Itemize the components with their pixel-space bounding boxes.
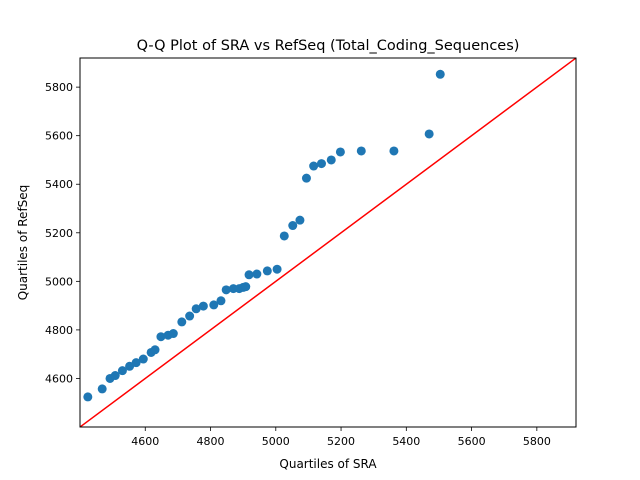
data-point bbox=[424, 129, 434, 139]
data-point bbox=[168, 329, 178, 339]
data-point bbox=[244, 270, 254, 280]
y-tick-label: 5600 bbox=[45, 130, 73, 143]
data-point bbox=[138, 354, 148, 364]
x-tick-label: 5200 bbox=[327, 435, 355, 448]
data-point bbox=[252, 269, 262, 279]
data-point bbox=[83, 392, 93, 402]
data-point bbox=[288, 221, 298, 231]
y-axis-label: Quartiles of RefSeq bbox=[16, 185, 30, 301]
data-point bbox=[335, 147, 345, 157]
reference-line bbox=[80, 58, 576, 427]
x-tick-label: 4600 bbox=[131, 435, 159, 448]
data-point bbox=[435, 69, 445, 79]
x-axis-label: Quartiles of SRA bbox=[279, 457, 377, 471]
data-point bbox=[209, 300, 219, 310]
data-point bbox=[309, 161, 319, 171]
x-tick-label: 5000 bbox=[262, 435, 290, 448]
y-tick-label: 5400 bbox=[45, 178, 73, 191]
data-point bbox=[279, 231, 289, 241]
data-point bbox=[262, 266, 272, 276]
x-tick-label: 5600 bbox=[458, 435, 486, 448]
data-point bbox=[117, 366, 127, 376]
data-point bbox=[272, 264, 282, 274]
data-point bbox=[356, 146, 366, 156]
x-tick-label: 5800 bbox=[523, 435, 551, 448]
data-point bbox=[326, 155, 336, 165]
data-point bbox=[216, 296, 226, 306]
data-point bbox=[389, 146, 399, 156]
y-tick-label: 5800 bbox=[45, 81, 73, 94]
data-point bbox=[150, 345, 160, 355]
data-point bbox=[316, 159, 326, 169]
data-point bbox=[97, 384, 107, 394]
data-point bbox=[177, 317, 187, 327]
plot-area-frame bbox=[79, 57, 577, 428]
data-point bbox=[221, 285, 231, 295]
chart-title: Q-Q Plot of SRA vs RefSeq (Total_Coding_… bbox=[137, 38, 520, 54]
reference-line-layer bbox=[80, 58, 576, 427]
data-point bbox=[185, 311, 195, 321]
x-tick-label: 4800 bbox=[197, 435, 225, 448]
data-point bbox=[301, 173, 311, 183]
data-point bbox=[295, 215, 305, 225]
data-point bbox=[241, 282, 251, 292]
y-tick-label: 4800 bbox=[45, 324, 73, 337]
data-point bbox=[156, 332, 166, 342]
data-point bbox=[198, 301, 208, 311]
data-point bbox=[191, 304, 201, 314]
x-tick-label: 5400 bbox=[392, 435, 420, 448]
points-layer bbox=[83, 69, 445, 402]
data-point bbox=[131, 358, 141, 368]
y-tick-label: 5000 bbox=[45, 275, 73, 288]
axes-layer: 4600 4800 5000 5200 5400 5600 5800 4600 4800 5000… bbox=[45, 81, 551, 448]
data-point bbox=[110, 371, 120, 381]
y-tick-label: 4600 bbox=[45, 372, 73, 385]
y-tick-label: 5200 bbox=[45, 227, 73, 240]
